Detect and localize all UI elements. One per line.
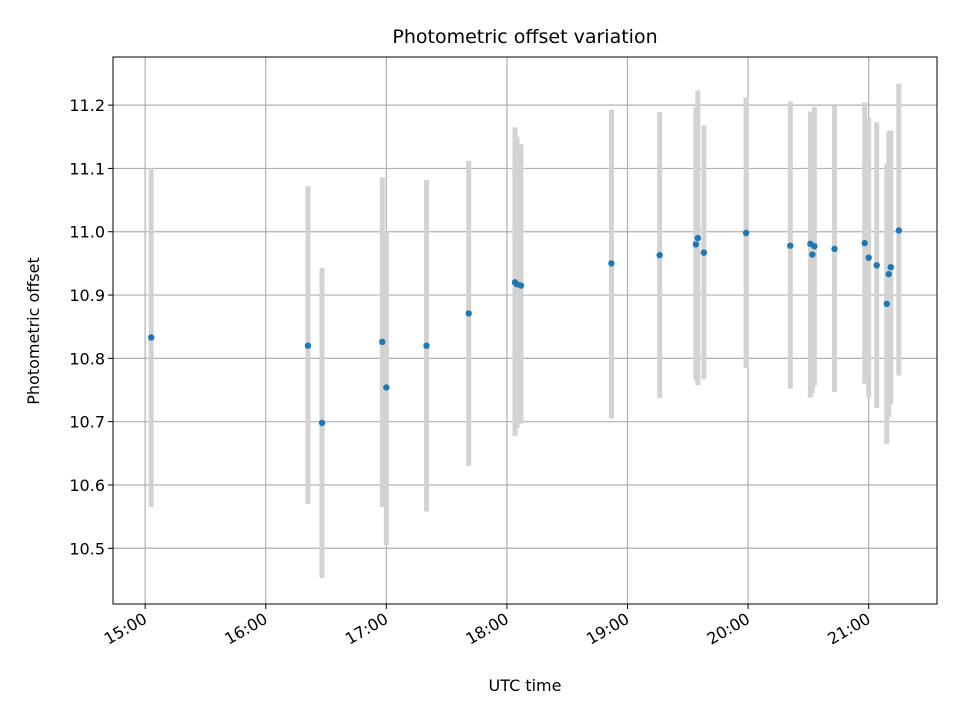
data-point: [811, 243, 818, 250]
data-point: [831, 245, 838, 253]
data-point: [865, 254, 872, 261]
y-tick-label: 10.9: [69, 286, 105, 305]
data-point: [895, 227, 903, 234]
data-point: [379, 338, 386, 346]
data-point: [465, 310, 472, 317]
data-point: [887, 263, 894, 271]
chart-title: Photometric offset variation: [392, 26, 657, 48]
x-tick-label: 20:00: [704, 609, 753, 649]
data-point: [873, 262, 880, 269]
x-tick-label: 17:00: [342, 609, 391, 649]
data-point: [700, 249, 708, 256]
y-tick-label: 10.8: [69, 349, 105, 368]
x-tick-label: 15:00: [101, 609, 150, 649]
x-axis-title: UTC time: [489, 676, 562, 695]
x-tick-label: 18:00: [462, 609, 511, 649]
data-point: [147, 334, 155, 341]
y-tick-label: 10.5: [69, 539, 105, 558]
data-point: [694, 234, 702, 242]
plot-frame: [112, 56, 938, 605]
x-tick-label: 19:00: [583, 609, 632, 649]
y-tick-label: 11.2: [69, 96, 105, 115]
x-tick-label: 16:00: [221, 609, 270, 649]
data-point: [656, 251, 663, 259]
error-bars: [148, 83, 902, 579]
data-point: [742, 229, 750, 237]
data-point: [787, 242, 794, 249]
y-tick-label: 10.6: [69, 476, 105, 495]
data-point: [885, 270, 892, 278]
data-point: [608, 260, 615, 267]
y-axis-title: Photometric offset: [24, 257, 43, 405]
data-points: [147, 227, 903, 427]
x-axis-ticks: 15:00 16:00 17:00 18:00 19:00 20:00 21:00: [101, 604, 874, 649]
y-axis-ticks: 10.5 10.6 10.7 10.8 10.9 11.0 11.1 11.2: [69, 96, 113, 558]
data-point: [318, 419, 326, 427]
data-point: [517, 282, 525, 289]
y-tick-label: 11.0: [69, 223, 105, 242]
data-point: [883, 300, 890, 308]
data-point: [692, 241, 700, 248]
y-tick-label: 11.1: [69, 159, 105, 178]
y-tick-label: 10.7: [69, 413, 105, 432]
data-point: [304, 342, 312, 349]
data-point: [809, 251, 816, 258]
data-point: [861, 239, 868, 247]
data-point: [423, 342, 430, 349]
data-point: [383, 384, 390, 391]
x-tick-label: 21:00: [824, 609, 873, 649]
